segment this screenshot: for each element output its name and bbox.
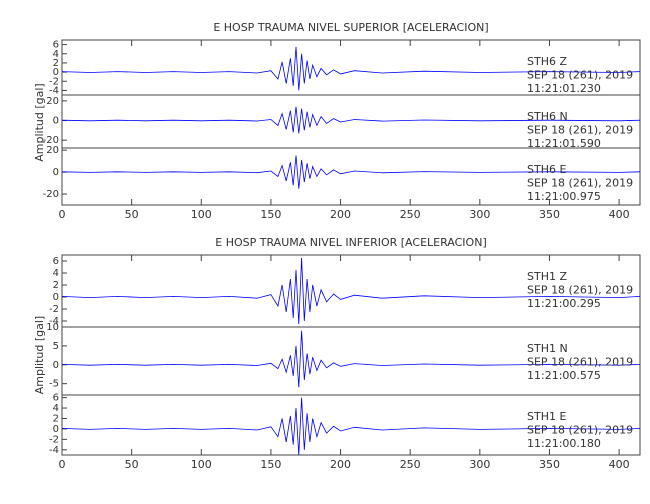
plot-frame bbox=[61, 39, 641, 206]
y-tick-label: 10 bbox=[46, 322, 59, 333]
trace-annotation: STH6 N bbox=[527, 110, 568, 123]
y-tick-label: -2 bbox=[49, 434, 59, 445]
y-tick-label: 0 bbox=[53, 360, 59, 371]
y-tick-label: -5 bbox=[49, 379, 59, 390]
x-tick-label: 100 bbox=[191, 208, 212, 221]
y-tick-label: 0 bbox=[53, 424, 59, 435]
trace-annotation: STH6 E bbox=[527, 163, 566, 176]
x-tick-label: 0 bbox=[59, 458, 66, 471]
y-tick-label: 4 bbox=[53, 268, 59, 279]
trace-annotation: SEP 18 (261), 2019 bbox=[527, 424, 633, 437]
x-tick-label: 300 bbox=[469, 208, 490, 221]
trace-annotation: 11:21:01.590 bbox=[527, 137, 601, 150]
x-tick-label: 50 bbox=[125, 208, 139, 221]
waveform bbox=[61, 330, 641, 388]
waveform bbox=[61, 46, 641, 91]
trace-annotation: STH1 E bbox=[527, 410, 566, 423]
waveform bbox=[61, 397, 641, 456]
y-tick-label: 4 bbox=[53, 49, 59, 60]
x-tick-label: 350 bbox=[539, 458, 560, 471]
x-tick-label: 0 bbox=[59, 208, 66, 221]
y-tick-label: 0 bbox=[53, 167, 59, 178]
y-tick-label: 4 bbox=[53, 403, 59, 414]
y-tick-label: 0 bbox=[53, 67, 59, 78]
y-tick-label: 6 bbox=[53, 40, 59, 51]
y-tick-label: -20 bbox=[43, 189, 59, 200]
y-tick-label: 20 bbox=[46, 96, 59, 107]
waveform bbox=[61, 257, 641, 325]
y-tick-label: -2 bbox=[49, 304, 59, 315]
x-tick-label: 250 bbox=[400, 458, 421, 471]
x-tick-label: 150 bbox=[260, 208, 281, 221]
x-tick-label: 250 bbox=[400, 208, 421, 221]
y-tick-label: 2 bbox=[53, 413, 59, 424]
y-tick-label: -4 bbox=[49, 85, 59, 96]
x-tick-label: 350 bbox=[539, 208, 560, 221]
trace-annotation: SEP 18 (261), 2019 bbox=[527, 124, 633, 137]
x-tick-label: 200 bbox=[330, 458, 351, 471]
waveform bbox=[61, 106, 641, 134]
x-tick-label: 50 bbox=[125, 458, 139, 471]
y-tick-label: 0 bbox=[53, 292, 59, 303]
chart-title: E HOSP TRAUMA NIVEL SUPERIOR [ACELERACIO… bbox=[213, 21, 488, 34]
y-tick-label: 2 bbox=[53, 280, 59, 291]
y-axis-label: Amplitud [gal] bbox=[33, 316, 46, 394]
trace-annotation: 11:21:01.230 bbox=[527, 82, 601, 95]
x-tick-label: 400 bbox=[609, 208, 630, 221]
plot-frame bbox=[61, 254, 641, 456]
y-tick-label: 0 bbox=[53, 116, 59, 127]
x-tick-label: 200 bbox=[330, 208, 351, 221]
y-tick-label: -2 bbox=[49, 76, 59, 87]
trace-annotation: STH1 N bbox=[527, 342, 568, 355]
trace-annotation: SEP 18 (261), 2019 bbox=[527, 284, 633, 297]
x-tick-label: 100 bbox=[191, 458, 212, 471]
y-axis-label: Amplitud [gal] bbox=[33, 83, 46, 161]
x-tick-label: 300 bbox=[469, 458, 490, 471]
trace-annotation: 11:21:00.295 bbox=[527, 297, 601, 310]
trace-annotation: SEP 18 (261), 2019 bbox=[527, 356, 633, 369]
y-tick-label: -20 bbox=[43, 135, 59, 146]
trace-annotation: STH1 Z bbox=[527, 270, 567, 283]
x-tick-label: 150 bbox=[260, 458, 281, 471]
y-tick-label: 20 bbox=[46, 145, 59, 156]
trace-annotation: STH6 Z bbox=[527, 55, 567, 68]
trace-annotation: SEP 18 (261), 2019 bbox=[527, 177, 633, 190]
trace-annotation: SEP 18 (261), 2019 bbox=[527, 69, 633, 82]
chart-title: E HOSP TRAUMA NIVEL INFERIOR [ACELERACIO… bbox=[215, 236, 486, 249]
y-tick-label: -4 bbox=[49, 445, 59, 456]
trace-annotation: 11:21:00.975 bbox=[527, 190, 601, 203]
y-tick-label: 5 bbox=[53, 341, 59, 352]
waveform bbox=[61, 155, 641, 189]
y-tick-label: -4 bbox=[49, 316, 59, 327]
y-tick-label: 6 bbox=[53, 256, 59, 267]
y-tick-label: 6 bbox=[53, 393, 59, 404]
x-tick-label: 400 bbox=[609, 458, 630, 471]
y-tick-label: 2 bbox=[53, 58, 59, 69]
trace-annotation: 11:21:00.180 bbox=[527, 437, 601, 450]
trace-annotation: 11:21:00.575 bbox=[527, 369, 601, 382]
